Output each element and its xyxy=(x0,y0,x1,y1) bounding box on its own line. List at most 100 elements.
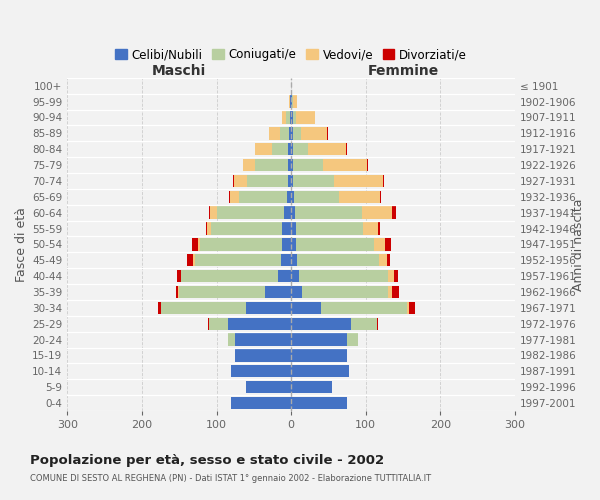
Bar xyxy=(291,143,293,156)
Bar xyxy=(374,238,385,250)
Bar xyxy=(232,397,291,409)
Bar xyxy=(291,381,332,394)
Bar xyxy=(293,174,334,187)
Bar xyxy=(193,254,195,266)
Bar xyxy=(232,365,291,378)
Bar xyxy=(362,206,392,219)
Bar xyxy=(291,112,293,124)
Bar xyxy=(296,238,374,250)
Bar xyxy=(388,270,394,282)
Bar xyxy=(291,350,347,362)
Bar xyxy=(178,286,179,298)
Bar xyxy=(254,159,288,171)
Bar xyxy=(392,206,395,219)
Y-axis label: Anni di nascita: Anni di nascita xyxy=(572,198,585,290)
Bar xyxy=(293,127,301,140)
Bar xyxy=(282,112,286,124)
Bar xyxy=(210,206,217,219)
Bar xyxy=(269,127,280,140)
Bar xyxy=(278,270,291,282)
Bar xyxy=(235,350,291,362)
Bar xyxy=(291,397,347,409)
Bar xyxy=(247,174,288,187)
Bar xyxy=(294,190,339,203)
Bar xyxy=(281,254,291,266)
Bar xyxy=(187,254,193,266)
Bar xyxy=(293,143,308,156)
Bar xyxy=(230,190,239,203)
Bar xyxy=(181,270,278,282)
Bar xyxy=(288,159,291,171)
Bar xyxy=(339,190,380,203)
Bar xyxy=(291,159,293,171)
Bar xyxy=(291,127,293,140)
Bar xyxy=(291,174,293,187)
Bar xyxy=(334,174,383,187)
Bar xyxy=(192,238,198,250)
Bar xyxy=(409,302,415,314)
Bar xyxy=(239,190,287,203)
Bar xyxy=(291,238,296,250)
Bar xyxy=(233,174,234,187)
Bar xyxy=(385,238,391,250)
Bar xyxy=(291,96,292,108)
Bar xyxy=(217,206,284,219)
Bar xyxy=(291,254,297,266)
Bar xyxy=(211,222,282,234)
Bar xyxy=(289,127,291,140)
Y-axis label: Fasce di età: Fasce di età xyxy=(15,207,28,282)
Bar xyxy=(347,334,358,346)
Bar xyxy=(208,318,209,330)
Bar xyxy=(291,222,296,234)
Bar xyxy=(288,143,291,156)
Bar xyxy=(293,96,297,108)
Bar xyxy=(290,112,291,124)
Text: Maschi: Maschi xyxy=(152,64,206,78)
Bar xyxy=(367,159,368,171)
Bar xyxy=(247,381,291,394)
Bar xyxy=(297,254,379,266)
Bar xyxy=(179,286,265,298)
Bar xyxy=(293,159,323,171)
Bar xyxy=(177,270,181,282)
Bar xyxy=(206,222,207,234)
Bar xyxy=(392,286,400,298)
Bar xyxy=(291,286,302,298)
Bar xyxy=(235,334,291,346)
Text: Femmine: Femmine xyxy=(367,64,439,78)
Bar xyxy=(228,334,235,346)
Bar xyxy=(321,302,407,314)
Bar xyxy=(289,96,290,108)
Bar xyxy=(161,302,247,314)
Bar xyxy=(327,127,328,140)
Bar xyxy=(228,318,291,330)
Bar xyxy=(265,286,291,298)
Bar xyxy=(308,143,346,156)
Bar xyxy=(378,222,380,234)
Bar xyxy=(301,127,327,140)
Bar xyxy=(293,112,296,124)
Bar xyxy=(383,174,384,187)
Bar xyxy=(256,143,272,156)
Bar xyxy=(363,222,378,234)
Bar xyxy=(244,159,254,171)
Bar xyxy=(200,238,282,250)
Bar xyxy=(288,174,291,187)
Bar xyxy=(377,318,379,330)
Bar xyxy=(291,270,299,282)
Bar xyxy=(286,112,290,124)
Bar xyxy=(229,190,230,203)
Bar xyxy=(291,206,295,219)
Bar xyxy=(296,112,315,124)
Bar xyxy=(282,222,291,234)
Bar xyxy=(302,286,388,298)
Bar xyxy=(234,174,247,187)
Bar xyxy=(291,190,294,203)
Bar xyxy=(290,96,291,108)
Bar xyxy=(282,238,291,250)
Bar xyxy=(209,318,228,330)
Bar xyxy=(295,206,362,219)
Bar xyxy=(394,270,398,282)
Bar xyxy=(209,206,210,219)
Bar xyxy=(351,318,377,330)
